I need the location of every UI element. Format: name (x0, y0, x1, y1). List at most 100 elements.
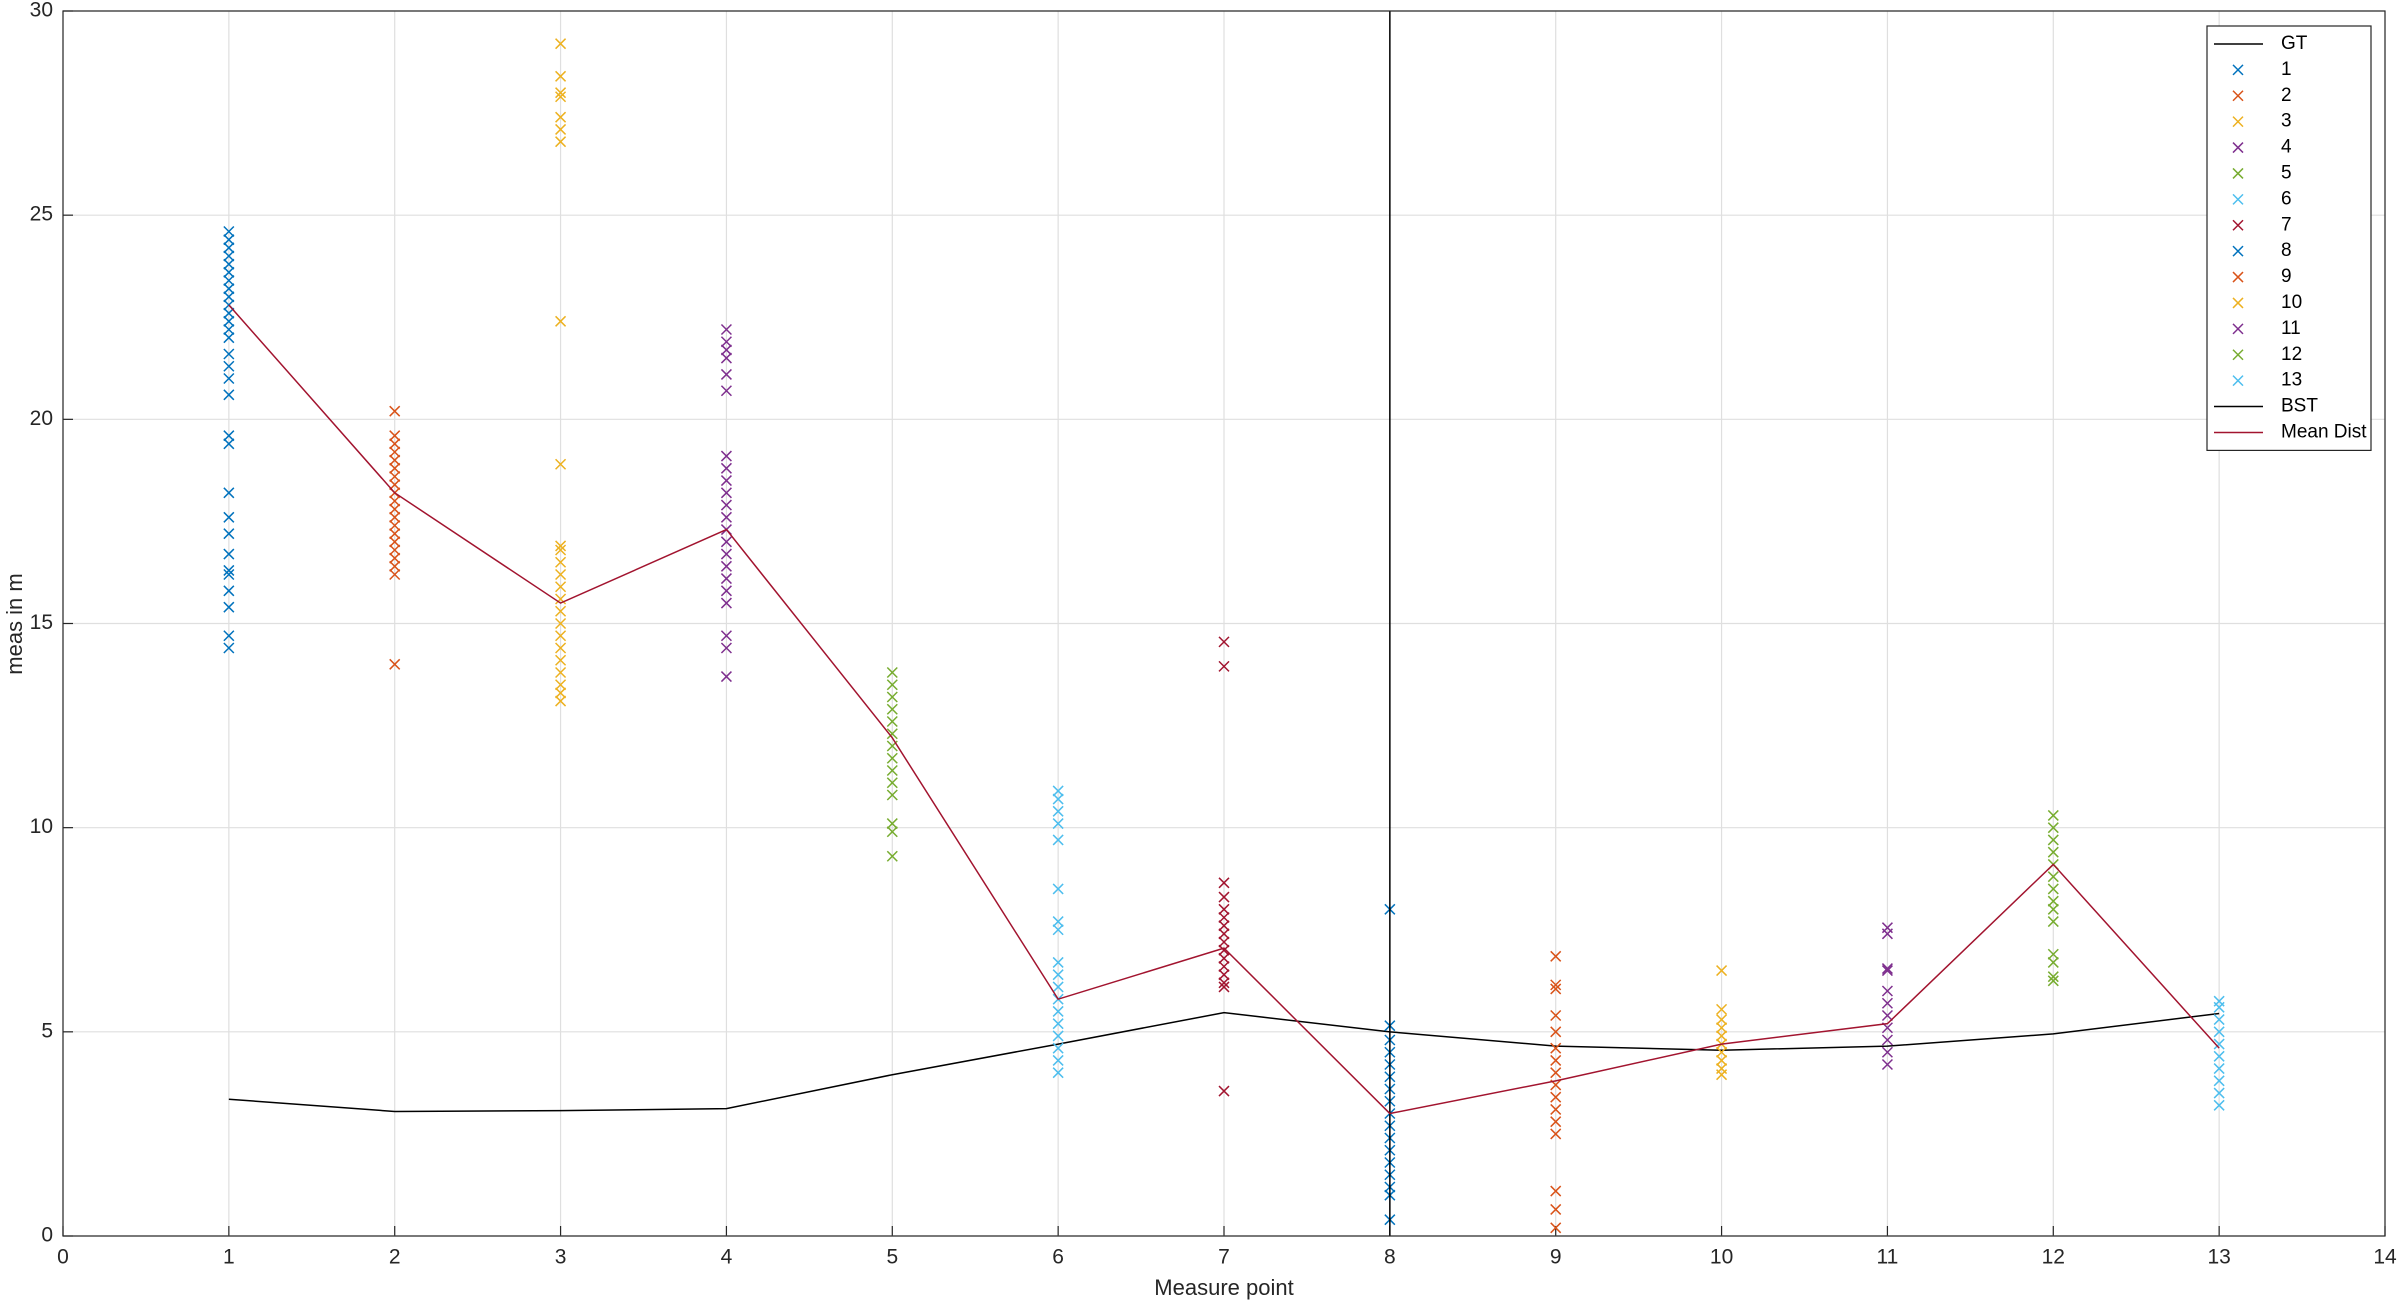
marker (555, 679, 567, 691)
marker (389, 430, 401, 442)
x-tick-label: 3 (555, 1246, 567, 1269)
marker (720, 642, 732, 654)
marker (886, 764, 898, 777)
marker (1052, 969, 1064, 981)
marker (1052, 924, 1064, 936)
x-tick-label: 8 (1384, 1246, 1396, 1269)
marker (2047, 834, 2059, 846)
legend-label: 8 (2281, 240, 2292, 261)
marker (1881, 965, 1893, 977)
legend-marker (2232, 90, 2244, 102)
marker (886, 703, 898, 715)
marker (720, 560, 732, 572)
marker (2047, 975, 2059, 987)
marker (1550, 1091, 1562, 1103)
legend-label: 2 (2281, 85, 2292, 106)
marker (389, 454, 401, 466)
marker (886, 850, 898, 862)
marker (886, 789, 898, 801)
marker (1716, 1022, 1728, 1034)
marker (389, 552, 401, 564)
marker (886, 777, 898, 789)
marker (1881, 1046, 1893, 1058)
marker (720, 344, 732, 356)
legend-marker (2232, 271, 2244, 283)
x-tick-label: 13 (2207, 1246, 2230, 1269)
marker (720, 336, 732, 348)
marker (2047, 871, 2059, 883)
marker (1716, 1054, 1728, 1066)
legend-marker (2232, 245, 2244, 257)
marker (1052, 1042, 1064, 1054)
marker (223, 323, 235, 336)
marker (1052, 956, 1064, 968)
marker (223, 242, 235, 254)
y-tick-label: 0 (41, 1224, 53, 1247)
marker (1881, 963, 1893, 975)
marker (1052, 1018, 1064, 1030)
legend-marker (2232, 142, 2244, 154)
marker (2213, 1014, 2225, 1026)
marker (1218, 944, 1230, 956)
marker (555, 458, 567, 470)
y-axis-label: meas in m (2, 573, 27, 674)
marker (223, 348, 235, 360)
marker (886, 666, 898, 679)
x-tick-label: 4 (721, 1246, 733, 1269)
marker (389, 560, 401, 572)
marker (555, 654, 567, 666)
x-axis-label: Measure point (1154, 1275, 1293, 1300)
legend-label: 7 (2281, 214, 2292, 235)
marker (223, 528, 235, 540)
line (228, 304, 2220, 1115)
marker (555, 123, 567, 135)
legend-label: GT (2281, 33, 2308, 54)
marker (555, 91, 567, 103)
marker (1218, 952, 1230, 964)
y-tick-label: 5 (41, 1019, 53, 1042)
marker (223, 548, 235, 560)
marker (2047, 883, 2059, 895)
marker (223, 234, 235, 246)
marker (2213, 1075, 2225, 1087)
marker (555, 695, 567, 707)
marker (1218, 969, 1230, 981)
legend-marker (2232, 116, 2244, 128)
marker (1716, 1030, 1728, 1042)
legend-label: 4 (2281, 137, 2292, 158)
marker (720, 462, 732, 474)
marker (720, 487, 732, 499)
marker (555, 70, 567, 82)
marker (1218, 903, 1230, 915)
marker (1550, 1009, 1562, 1022)
marker (555, 556, 567, 568)
x-tick-label: 10 (1710, 1246, 1733, 1269)
marker (1052, 834, 1064, 846)
marker (223, 585, 235, 597)
marker (1881, 1009, 1893, 1022)
marker (2047, 903, 2059, 915)
legend-marker (2232, 167, 2244, 179)
marker (720, 573, 732, 585)
legend-marker (2232, 219, 2244, 231)
marker (720, 499, 732, 511)
marker (389, 658, 401, 670)
marker (223, 258, 235, 270)
marker (1716, 1069, 1728, 1081)
marker (389, 446, 401, 458)
marker (555, 666, 567, 679)
x-tick-label: 6 (1052, 1246, 1064, 1269)
marker (1550, 1203, 1562, 1215)
marker (555, 630, 567, 642)
marker (223, 332, 235, 344)
legend-label: 5 (2281, 162, 2292, 183)
marker (1550, 979, 1562, 991)
marker (555, 540, 567, 552)
marker (389, 528, 401, 540)
legend-marker (2232, 193, 2244, 205)
marker (886, 679, 898, 691)
marker (720, 511, 732, 523)
marker (389, 438, 401, 450)
marker (1052, 981, 1064, 993)
